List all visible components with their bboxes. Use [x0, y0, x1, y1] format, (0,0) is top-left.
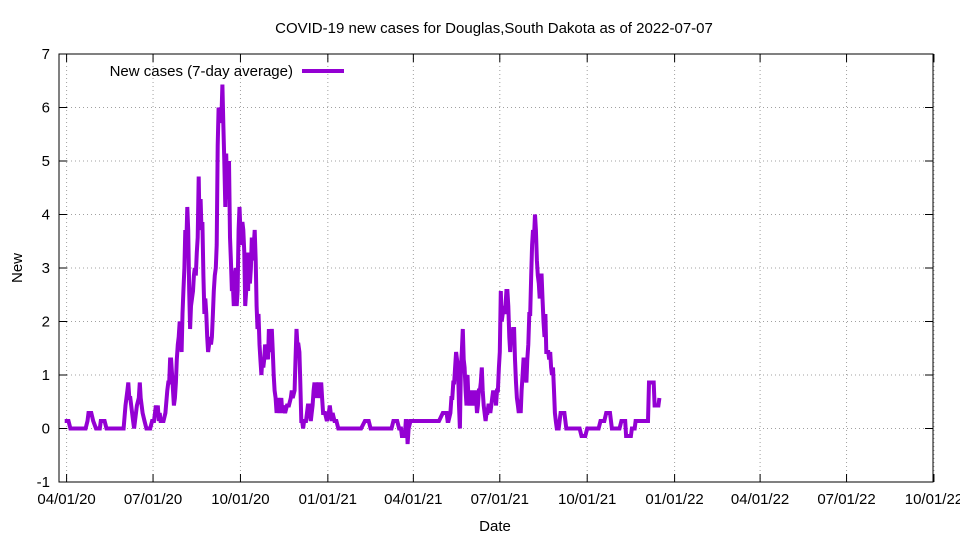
x-tick-label: 01/01/21 [299, 491, 357, 508]
y-axis-label: New [9, 253, 26, 283]
series-line-new-cases [64, 84, 662, 445]
y-tick-label: 5 [42, 153, 50, 170]
plot-frame [58, 53, 934, 483]
y-tick-label: 7 [42, 46, 50, 63]
x-tick-label: 10/01/22 [905, 491, 960, 508]
y-tick-label: 3 [42, 260, 50, 277]
legend: New cases (7-day average) [110, 63, 344, 80]
x-tick-label: 07/01/21 [471, 491, 529, 508]
x-axis-label: Date [479, 518, 511, 535]
y-tick-label: 6 [42, 100, 50, 117]
y-tick-label: 0 [42, 421, 50, 438]
chart-title: COVID-19 new cases for Douglas,South Dak… [275, 20, 713, 37]
y-tick-label: 1 [42, 367, 50, 384]
y-tick-label: 2 [42, 314, 50, 331]
x-tick-label: 10/01/20 [211, 491, 269, 508]
legend-label: New cases (7-day average) [110, 63, 293, 80]
y-tick-label: -1 [37, 474, 50, 491]
x-tick-label: 04/01/20 [37, 491, 95, 508]
series-layer [64, 84, 662, 445]
x-tick-label: 10/01/21 [558, 491, 616, 508]
x-tick-label: 04/01/22 [731, 491, 789, 508]
x-tick-label: 01/01/22 [645, 491, 703, 508]
y-tick-label: 4 [42, 207, 50, 224]
x-tick-label: 07/01/22 [817, 491, 875, 508]
x-tick-label: 04/01/21 [384, 491, 442, 508]
axis-ticks: -1 0 1 2 3 4 5 6 7 04/01/20 07/01/20 10/01/20 01/01/… [37, 46, 960, 508]
grid [59, 54, 935, 482]
x-tick-label: 07/01/20 [124, 491, 182, 508]
